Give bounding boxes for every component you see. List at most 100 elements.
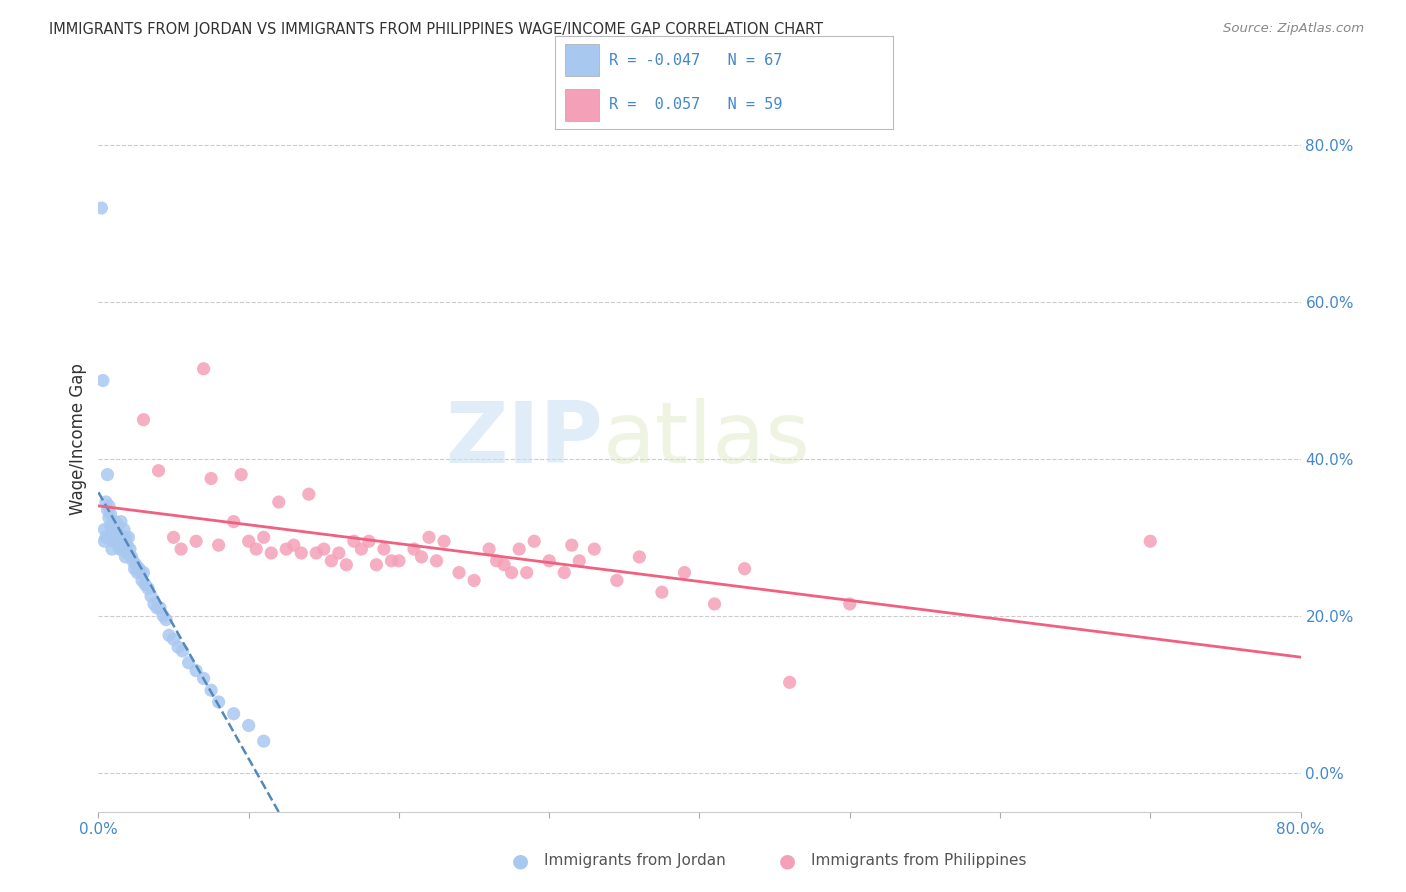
Point [103, 526, 125, 541]
Point [136, 582, 159, 596]
Point [105, 530, 128, 544]
Point [335, 558, 357, 572]
Point [231, 467, 253, 482]
Point [118, 542, 141, 557]
Y-axis label: Wage/Income Gap: Wage/Income Gap [69, 363, 87, 516]
Point [463, 574, 485, 588]
Point [350, 542, 373, 557]
Point [101, 530, 124, 544]
Point [107, 534, 129, 549]
Point [373, 542, 395, 557]
Point [1139, 534, 1161, 549]
Point [523, 534, 546, 549]
Point [108, 542, 131, 557]
Point [131, 574, 153, 588]
Text: Immigrants from Philippines: Immigrants from Philippines [811, 854, 1026, 868]
Point [125, 558, 148, 572]
Point [184, 534, 207, 549]
Text: ●: ● [779, 851, 796, 871]
Point [110, 534, 132, 549]
Point [208, 695, 231, 709]
Point [447, 566, 470, 580]
Point [148, 464, 170, 478]
Point [238, 718, 260, 732]
Point [508, 542, 530, 557]
Point [122, 554, 145, 568]
Point [112, 542, 135, 557]
Point [117, 530, 139, 544]
Point [357, 534, 380, 549]
Text: Source: ZipAtlas.com: Source: ZipAtlas.com [1223, 22, 1364, 36]
Text: ●: ● [512, 851, 529, 871]
Bar [565, 89, 599, 121]
Point [97, 499, 120, 513]
Point [433, 534, 456, 549]
Point [583, 542, 606, 557]
Point [101, 523, 124, 537]
Point [146, 600, 169, 615]
Point [155, 613, 177, 627]
Point [276, 542, 298, 557]
Point [96, 503, 118, 517]
Point [253, 734, 276, 748]
Point [494, 558, 516, 572]
Point [94, 530, 117, 544]
Point [143, 597, 166, 611]
Point [114, 549, 136, 564]
Point [245, 542, 267, 557]
Point [516, 566, 538, 580]
Point [298, 487, 321, 501]
Point [606, 574, 628, 588]
Point [184, 664, 207, 678]
Point [200, 683, 222, 698]
Bar [565, 44, 599, 76]
Point [208, 538, 231, 552]
Point [538, 554, 561, 568]
Point [267, 495, 290, 509]
Point [114, 530, 136, 544]
Point [418, 530, 440, 544]
Point [366, 558, 388, 572]
Point [127, 566, 149, 580]
Point [94, 495, 117, 509]
Point [128, 562, 150, 576]
Point [222, 706, 245, 721]
Point [90, 201, 112, 215]
Point [425, 554, 447, 568]
Point [193, 361, 215, 376]
Text: ZIP: ZIP [446, 398, 603, 481]
Point [112, 523, 135, 537]
Point [838, 597, 860, 611]
Point [290, 546, 312, 560]
Point [107, 518, 129, 533]
Point [96, 467, 118, 482]
Point [553, 566, 575, 580]
Point [568, 554, 591, 568]
Point [152, 608, 174, 623]
Point [321, 554, 343, 568]
Point [104, 515, 127, 529]
Point [167, 640, 190, 654]
Point [157, 628, 180, 642]
Point [105, 523, 128, 537]
Point [129, 566, 152, 580]
Point [260, 546, 283, 560]
Text: R = -0.047   N = 67: R = -0.047 N = 67 [609, 53, 783, 68]
Point [222, 515, 245, 529]
Point [110, 515, 132, 529]
Text: R =  0.057   N = 59: R = 0.057 N = 59 [609, 97, 783, 112]
Point [402, 542, 425, 557]
Point [108, 530, 131, 544]
Point [193, 672, 215, 686]
Point [103, 534, 125, 549]
Point [177, 656, 200, 670]
Point [328, 546, 350, 560]
Point [103, 518, 125, 533]
Point [97, 510, 120, 524]
Point [149, 600, 172, 615]
Point [115, 538, 138, 552]
Point [283, 538, 305, 552]
Point [132, 413, 155, 427]
Point [651, 585, 673, 599]
Point [93, 523, 115, 537]
